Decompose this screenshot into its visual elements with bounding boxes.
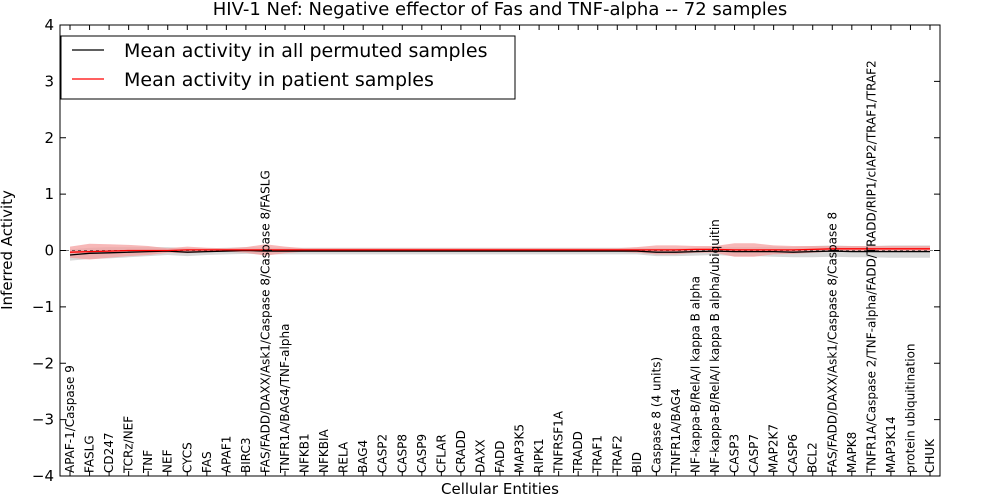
- x-tick-label: MAP3K5: [513, 424, 527, 473]
- x-tick-label: CASP9: [415, 434, 429, 473]
- x-tick-label: RIPK1: [532, 438, 546, 473]
- x-tick-label: TNF: [141, 450, 155, 474]
- y-axis-ticks: −4 −3 −2 −1 0 1 2 3 4: [32, 16, 940, 485]
- legend-label-patient: Mean activity in patient samples: [124, 69, 434, 91]
- x-tick-label: CASP2: [376, 434, 390, 473]
- x-tick-label: FAS/FADD/DAXX/Ask1/Caspase 8/Caspase 8/F…: [259, 170, 273, 473]
- x-tick-label: DAXX: [474, 439, 488, 473]
- x-tick-label: CASP7: [747, 434, 761, 473]
- x-tick-label: TRAF2: [610, 435, 624, 474]
- x-tick-label: TRADD: [571, 431, 585, 474]
- series-lines: [69, 248, 930, 256]
- y-tick-label: 0: [44, 242, 54, 260]
- x-tick-label: NFKBIA: [317, 428, 331, 473]
- x-tick-label: TNFR1A/BAG4: [669, 388, 683, 474]
- x-tick-label: CASP3: [728, 434, 742, 473]
- x-tick-label: CFLAR: [434, 434, 448, 473]
- x-tick-label: MAP3K14: [884, 416, 898, 473]
- x-tick-label: APAF1: [219, 436, 233, 473]
- x-tick-label: BIRC3: [239, 437, 253, 473]
- y-tick-label: 3: [44, 72, 54, 90]
- x-tick-label: CASP8: [395, 434, 409, 473]
- x-tick-label: TRAF1: [591, 435, 605, 474]
- x-tick-label: NF-kappa-B/RelA/I kappa B alpha/ubiquiti…: [708, 219, 722, 473]
- chart-title: HIV-1 Nef: Negative effector of Fas and …: [213, 0, 788, 20]
- line-series-1: [69, 248, 930, 253]
- x-tick-label: MAP2K7: [767, 424, 781, 473]
- x-axis-label: Cellular Entities: [441, 480, 559, 498]
- x-tick-label: CRADD: [454, 430, 468, 473]
- legend-label-permuted: Mean activity in all permuted samples: [124, 40, 487, 62]
- x-tick-label: NEF: [161, 449, 175, 473]
- x-tick-label: NF-kappa-B/RelA/I kappa B alpha: [689, 276, 703, 473]
- x-tick-label: TNFR1A/BAG4/TNF-alpha: [278, 324, 292, 474]
- x-tick-label: BCL2: [806, 442, 820, 473]
- y-tick-label: −2: [32, 354, 54, 372]
- x-tick-label: FAS: [200, 451, 214, 473]
- x-tick-label: FASLG: [83, 435, 97, 473]
- x-tick-label: RELA: [337, 441, 351, 473]
- x-tick-label: CHUK: [923, 438, 937, 473]
- x-tick-label: FAS/FADD/DAXX/Ask1/Caspase 8/Caspase 8: [825, 212, 839, 473]
- y-tick-label: 1: [44, 185, 54, 203]
- x-tick-label: NFKB1: [298, 433, 312, 473]
- x-tick-label: CASP6: [786, 434, 800, 473]
- x-tick-label: CYCS: [180, 442, 194, 473]
- x-tick-label: TNFRSF1A: [552, 410, 566, 474]
- y-tick-label: −3: [32, 411, 54, 429]
- y-tick-label: −1: [32, 298, 54, 316]
- x-tick-label: Caspase 8 (4 units): [649, 357, 663, 473]
- x-tick-label: MAPK8: [845, 432, 859, 473]
- y-tick-label: 2: [44, 129, 54, 147]
- x-axis-ticks: APAF-1/Caspase 9 FASLG CD247 TCRz/NEF TNF NEF…: [63, 25, 937, 476]
- y-tick-label: 4: [44, 16, 54, 34]
- x-tick-label: TNFR1A/Caspase 2/TNF-alpha/FADD/TRADD/RI…: [864, 60, 878, 474]
- x-tick-label: protein ubiquitination: [904, 343, 918, 473]
- y-axis-label: Inferred Activity: [0, 190, 16, 310]
- legend: Mean activity in all permuted samples Me…: [60, 35, 516, 100]
- legend-box: [60, 35, 516, 100]
- line-series-0: [69, 249, 930, 256]
- x-tick-label: BAG4: [356, 440, 370, 473]
- y-tick-label: −4: [32, 467, 54, 485]
- x-tick-label: FADD: [493, 441, 507, 474]
- x-tick-label: APAF-1/Caspase 9: [63, 365, 77, 473]
- x-tick-label: TCRz/NEF: [122, 416, 136, 474]
- x-tick-label: BID: [630, 452, 644, 473]
- x-tick-label: CD247: [102, 432, 116, 473]
